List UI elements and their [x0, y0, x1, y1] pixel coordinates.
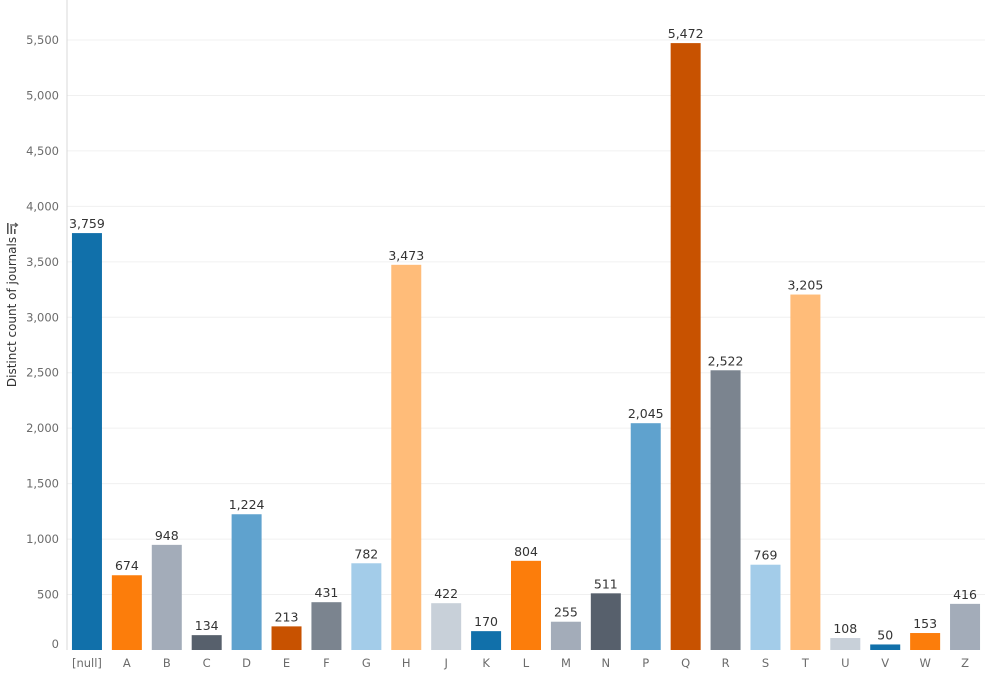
x-tick-label: M	[561, 656, 571, 670]
x-axis-ticks: [null] A B C D E F G H J K L M N P Q R S T U V W Z	[72, 656, 969, 670]
y-axis-title: Distinct count of journals	[5, 237, 19, 387]
y-tick-label: 3,000	[26, 310, 59, 324]
x-tick-label: G	[362, 656, 371, 670]
data-label: 2,045	[628, 406, 664, 421]
x-tick-label: V	[881, 656, 889, 670]
x-tick-label: B	[163, 656, 171, 670]
x-tick-label: N	[602, 656, 611, 670]
data-label: 5,472	[668, 26, 704, 41]
data-label: 2,522	[708, 353, 744, 368]
data-label: 804	[514, 544, 538, 559]
y-tick-label: 3,500	[26, 255, 59, 269]
x-tick-label: Z	[961, 656, 969, 670]
x-tick-label: U	[841, 656, 849, 670]
data-label: 255	[554, 605, 578, 620]
y-tick-label: 0	[52, 637, 59, 651]
bar-B[interactable]	[151, 544, 182, 650]
x-tick-label: [null]	[72, 656, 102, 670]
data-label: 674	[115, 558, 139, 573]
bar-D[interactable]	[231, 514, 262, 650]
bar-T[interactable]	[790, 294, 821, 650]
y-axis-ticks: 0 500 1,000 1,500 2,000 2,500 3,000 3,500 4,000 4…	[26, 33, 59, 651]
x-tick-label: D	[242, 656, 251, 670]
data-label: 431	[315, 585, 339, 600]
y-tick-label: 2,000	[26, 421, 59, 435]
y-tick-label: 2,500	[26, 366, 59, 380]
x-tick-label: A	[123, 656, 131, 670]
data-label: 3,205	[787, 278, 823, 293]
y-tick-label: 4,500	[26, 144, 59, 158]
x-tick-label: F	[323, 656, 330, 670]
y-tick-label: 4,000	[26, 199, 59, 213]
data-label: 1,224	[229, 497, 265, 512]
bar-V[interactable]	[870, 644, 901, 650]
bar-A[interactable]	[111, 575, 142, 650]
x-tick-label: J	[443, 656, 447, 670]
data-label: 153	[913, 616, 937, 631]
y-tick-label: 1,000	[26, 532, 59, 546]
data-label: 108	[833, 621, 857, 636]
x-tick-label: W	[919, 656, 930, 670]
data-label: 511	[594, 576, 618, 591]
data-label: 948	[155, 528, 179, 543]
data-label: 782	[354, 546, 378, 561]
data-label: 3,759	[69, 216, 105, 231]
bar-W[interactable]	[910, 633, 941, 650]
y-tick-label: 5,500	[26, 33, 59, 47]
bar-H[interactable]	[391, 264, 422, 650]
bar-G[interactable]	[351, 563, 382, 650]
data-label: 3,473	[388, 248, 424, 263]
x-tick-label: L	[523, 656, 530, 670]
bar-J[interactable]	[431, 603, 462, 650]
bar-U[interactable]	[830, 638, 861, 650]
bar-R[interactable]	[710, 370, 741, 650]
y-tick-label: 5,000	[26, 88, 59, 102]
bar-P[interactable]	[630, 423, 661, 650]
data-labels: 3,759 674 948 134 1,224 213 431 782 3,473 422 170 8…	[69, 26, 977, 642]
bar-L[interactable]	[511, 560, 541, 650]
x-tick-label: E	[283, 656, 290, 670]
data-label: 422	[434, 586, 458, 601]
x-tick-label: C	[203, 656, 211, 670]
bar-M[interactable]	[550, 621, 581, 650]
y-tick-label: 1,500	[26, 477, 59, 491]
data-label: 769	[754, 548, 778, 563]
x-tick-label: S	[762, 656, 769, 670]
bar-K[interactable]	[471, 631, 502, 650]
y-axis-title-group: Distinct count of journals	[5, 222, 19, 387]
data-label: 213	[275, 609, 299, 624]
bars	[71, 43, 981, 651]
x-tick-label: Q	[681, 656, 690, 670]
x-tick-label: P	[642, 656, 649, 670]
bar-E[interactable]	[271, 626, 302, 650]
bar-C[interactable]	[191, 635, 222, 650]
bar-Q[interactable]	[670, 43, 701, 650]
bar-N[interactable]	[590, 593, 621, 650]
bar-F[interactable]	[311, 602, 342, 650]
x-tick-label: R	[722, 656, 730, 670]
x-tick-label: K	[482, 656, 490, 670]
data-label: 50	[877, 627, 893, 642]
data-label: 170	[474, 614, 498, 629]
gridlines	[67, 39, 985, 596]
bar-S[interactable]	[750, 564, 781, 650]
y-tick-label: 500	[37, 588, 59, 602]
data-label: 134	[195, 618, 219, 633]
bar-Z[interactable]	[950, 603, 981, 650]
x-tick-label: T	[801, 656, 810, 670]
bar-null[interactable]	[71, 233, 102, 651]
x-tick-label: H	[402, 656, 411, 670]
data-label: 416	[953, 587, 977, 602]
sort-descending-icon[interactable]	[7, 222, 19, 234]
